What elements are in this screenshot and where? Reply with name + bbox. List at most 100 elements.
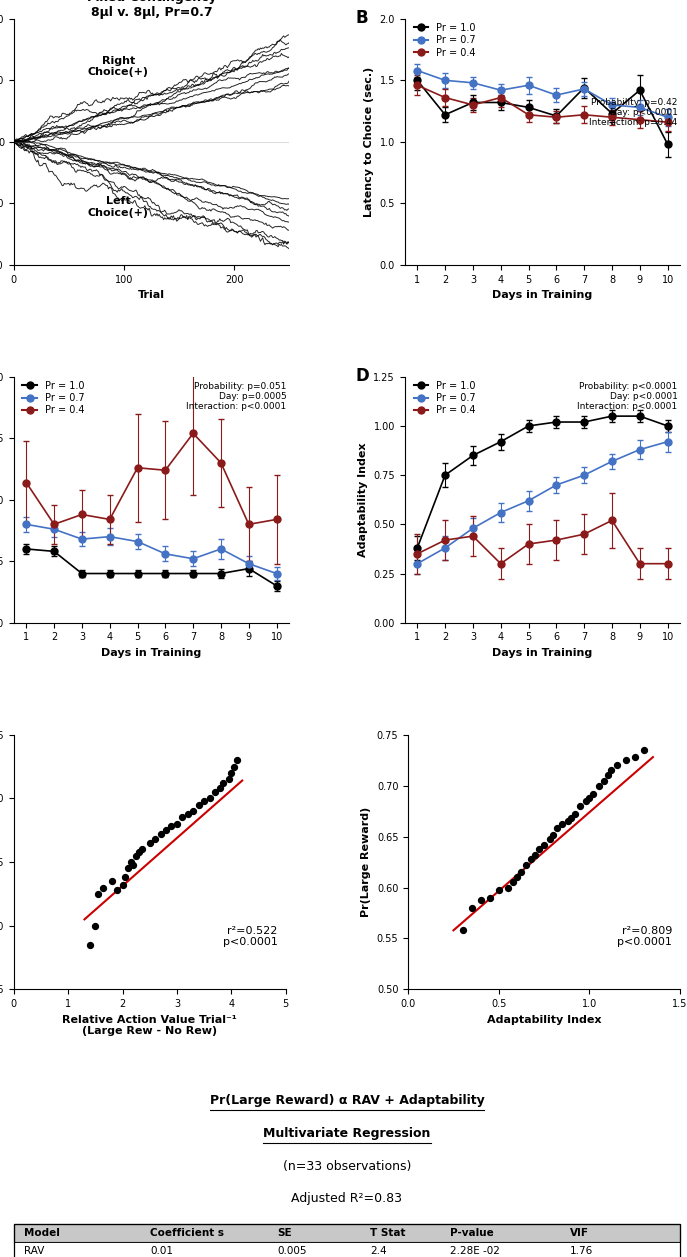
Point: [120, 867, 131, 887]
Text: r²=0.809
p<0.0001: r²=0.809 p<0.0001: [617, 925, 672, 948]
Point: [575, 796, 586, 816]
Point: [226, 763, 237, 783]
Point: [215, 778, 226, 798]
Title: Fixed Contingency
8μl v. 8μl, Pr=0.7: Fixed Contingency 8μl v. 8μl, Pr=0.7: [87, 0, 216, 19]
Legend: Pr = 1.0, Pr = 0.7, Pr = 0.4: Pr = 1.0, Pr = 0.7, Pr = 0.4: [409, 19, 480, 62]
Point: [544, 828, 555, 848]
Text: 0.005: 0.005: [277, 1246, 306, 1256]
Point: [539, 835, 550, 855]
Text: T Stat: T Stat: [370, 1228, 406, 1238]
Point: [136, 840, 147, 860]
Point: [111, 880, 122, 900]
Point: [526, 848, 537, 869]
Text: P-value: P-value: [450, 1228, 494, 1238]
Legend: Pr = 1.0, Pr = 0.7, Pr = 0.4: Pr = 1.0, Pr = 0.7, Pr = 0.4: [19, 377, 89, 420]
X-axis label: Days in Training: Days in Training: [101, 649, 201, 657]
Point: [199, 791, 210, 811]
Text: Right
Choice(+): Right Choice(+): [88, 55, 149, 78]
Point: [587, 783, 598, 803]
Point: [218, 773, 229, 793]
Point: [457, 920, 468, 940]
Text: D: D: [355, 367, 369, 385]
Point: [172, 813, 183, 833]
Point: [161, 820, 172, 840]
Text: Pr(Large Reward) α RAV + Adaptability: Pr(Large Reward) α RAV + Adaptability: [210, 1094, 484, 1107]
Point: [502, 877, 513, 897]
Point: [182, 803, 193, 823]
Point: [602, 766, 613, 786]
Text: Model: Model: [24, 1228, 60, 1238]
Point: [98, 877, 109, 897]
Point: [493, 880, 504, 900]
Point: [638, 740, 649, 760]
Point: [562, 811, 573, 831]
Legend: Pr = 1.0, Pr = 0.7, Pr = 0.4: Pr = 1.0, Pr = 0.7, Pr = 0.4: [409, 377, 480, 420]
Text: r²=0.522
p<0.0001: r²=0.522 p<0.0001: [223, 925, 278, 948]
Point: [188, 801, 199, 821]
Text: RAV: RAV: [24, 1246, 44, 1256]
Point: [530, 845, 541, 865]
Point: [593, 776, 604, 796]
Point: [166, 816, 177, 836]
X-axis label: Adaptability Index: Adaptability Index: [487, 1014, 601, 1024]
Point: [85, 935, 95, 955]
Text: 2.4: 2.4: [370, 1246, 387, 1256]
Point: [93, 884, 104, 904]
Text: 1.76: 1.76: [570, 1246, 594, 1256]
Text: 0.01: 0.01: [150, 1246, 173, 1256]
X-axis label: Trial: Trial: [138, 290, 165, 300]
Point: [223, 769, 234, 789]
Text: Coefficient s: Coefficient s: [150, 1228, 225, 1238]
Text: Probability: p<0.0001
Day: p<0.0001
Interaction: p<0.0001: Probability: p<0.0001 Day: p<0.0001 Inte…: [577, 382, 677, 411]
Point: [548, 825, 559, 845]
Text: (n=33 observations): (n=33 observations): [283, 1160, 411, 1173]
Point: [117, 875, 128, 895]
Point: [133, 842, 144, 862]
Text: VIF: VIF: [570, 1228, 589, 1238]
Point: [144, 833, 155, 854]
Point: [466, 897, 477, 918]
Point: [232, 750, 243, 771]
Y-axis label: Latency to Choice (sec.): Latency to Choice (sec.): [364, 67, 374, 217]
Point: [475, 890, 486, 910]
Text: Left
Choice(+): Left Choice(+): [88, 196, 149, 217]
Point: [552, 818, 563, 838]
Point: [566, 808, 577, 828]
Text: SE: SE: [277, 1228, 291, 1238]
Point: [511, 867, 522, 887]
Point: [90, 915, 101, 935]
Point: [515, 862, 526, 882]
Text: B: B: [355, 9, 368, 26]
Text: Multivariate Regression: Multivariate Regression: [263, 1126, 431, 1140]
Point: [581, 791, 592, 811]
Point: [150, 830, 161, 850]
Point: [193, 794, 204, 815]
Point: [131, 846, 142, 866]
Point: [128, 855, 139, 875]
Point: [229, 757, 240, 777]
Point: [204, 788, 215, 808]
Point: [533, 838, 544, 859]
Point: [521, 855, 532, 875]
Point: [210, 782, 221, 802]
Point: [606, 760, 617, 781]
Point: [611, 755, 622, 776]
Text: Probability: p=0.42
Day: p<0.0001
Interaction: p=0.44: Probability: p=0.42 Day: p<0.0001 Intera…: [589, 98, 677, 127]
Point: [177, 807, 188, 827]
Text: Probability: p=0.051
Day: p=0.0005
Interaction: p<0.0001: Probability: p=0.051 Day: p=0.0005 Inter…: [186, 382, 286, 411]
Point: [620, 750, 631, 771]
Point: [125, 852, 136, 872]
Point: [155, 825, 166, 845]
Y-axis label: Pr(Large Reward): Pr(Large Reward): [361, 807, 371, 918]
Point: [508, 872, 519, 892]
Point: [484, 887, 495, 908]
Point: [629, 747, 640, 767]
Y-axis label: Adaptability Index: Adaptability Index: [358, 442, 368, 557]
Point: [106, 871, 117, 891]
X-axis label: Days in Training: Days in Training: [493, 649, 593, 657]
X-axis label: Relative Action Value Trial⁻¹
(Large Rew - No Rew): Relative Action Value Trial⁻¹ (Large Rew…: [63, 1014, 237, 1036]
Point: [570, 804, 581, 825]
Point: [556, 815, 567, 835]
Text: Adjusted R²=0.83: Adjusted R²=0.83: [291, 1193, 403, 1205]
Text: 2.28E -02: 2.28E -02: [450, 1246, 500, 1256]
